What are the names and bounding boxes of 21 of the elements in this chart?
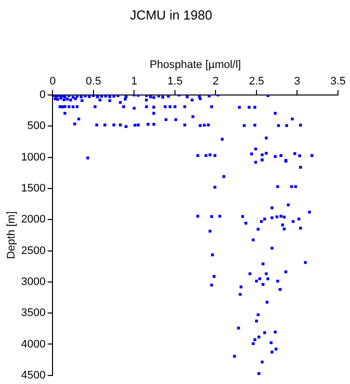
x-tick-label: 0.5 (86, 75, 102, 88)
y-tick-label: 1500 (21, 182, 46, 194)
x-tick-label: 0 (50, 75, 56, 88)
y-tick-label: 0 (40, 89, 46, 102)
y-tick-label: 1000 (21, 151, 46, 164)
y-tick-label: 2000 (21, 214, 46, 226)
y-tick-label: 500 (27, 120, 46, 132)
chart-title: JCMU in 1980 (130, 7, 212, 22)
y-tick-label: 4500 (21, 369, 46, 382)
x-axis-title: Phosphate [µmol/l] (150, 59, 242, 72)
x-tick-label: 1.5 (167, 75, 183, 88)
x-tick-label: 2 (212, 75, 219, 88)
x-tick-label: 1 (131, 75, 138, 88)
y-axis-title: Depth [m] (6, 211, 18, 260)
y-tick-label: 4000 (21, 338, 46, 350)
x-tick-label: 3 (294, 75, 300, 88)
y-tick-label: 3500 (21, 307, 46, 320)
x-tick-label: 3.5 (330, 75, 346, 88)
x-tick-label: 2.5 (248, 75, 264, 88)
y-tick-label: 2500 (21, 244, 46, 257)
y-tick-label: 3000 (21, 276, 46, 288)
